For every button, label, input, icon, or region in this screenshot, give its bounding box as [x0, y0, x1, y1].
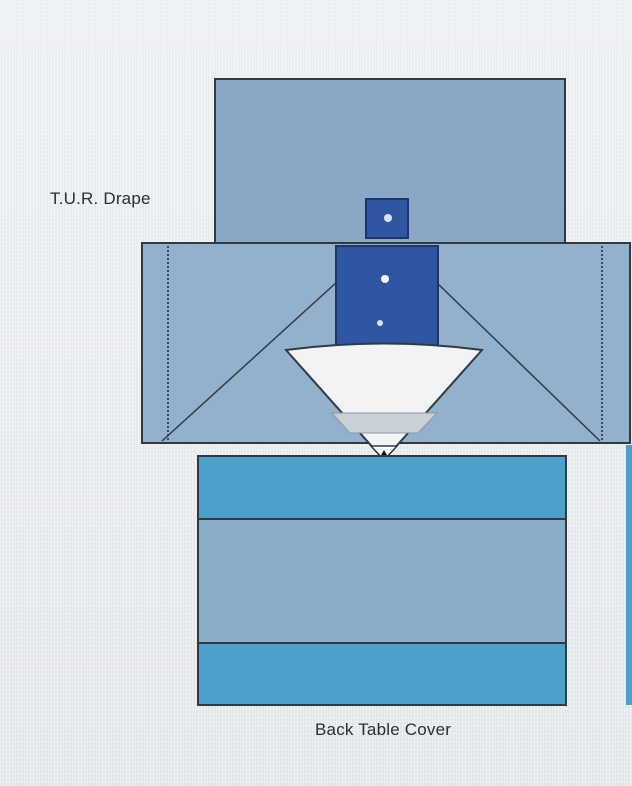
- back-table-bottom-band: [199, 643, 565, 704]
- lower-marker-icon: [377, 320, 383, 326]
- back-table-top-band: [199, 457, 565, 519]
- back-table-cover-label: Back Table Cover: [315, 720, 452, 739]
- drainage-funnel: [283, 342, 485, 462]
- right-edge-panel: [626, 445, 632, 705]
- top-marker-icon: [384, 214, 392, 222]
- tur-drape-label: T.U.R. Drape: [50, 189, 151, 208]
- center-marker-icon: [381, 275, 389, 283]
- left-diagonal-line: [161, 280, 339, 442]
- funnel-gray-band: [330, 412, 439, 434]
- right-diagonal-line: [434, 280, 601, 442]
